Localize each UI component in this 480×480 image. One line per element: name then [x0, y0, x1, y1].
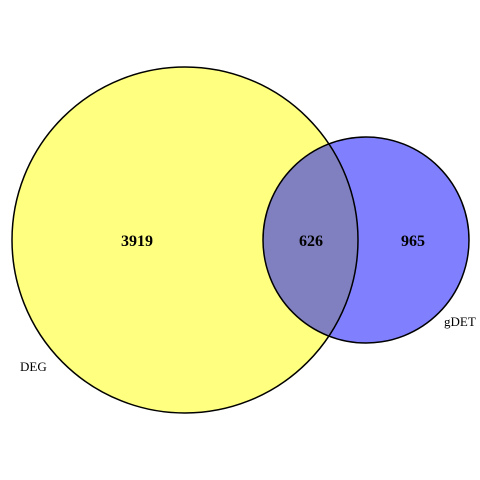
gdet-set-label: gDET — [444, 314, 476, 329]
gdet-only-count: 965 — [401, 233, 425, 250]
deg-set-label: DEG — [20, 359, 47, 374]
deg-circle — [12, 67, 358, 413]
deg-circle-outline — [11, 66, 359, 414]
deg-only-count: 3919 — [121, 233, 153, 250]
intersection-region — [263, 137, 358, 343]
gdet-circle-outline — [262, 136, 470, 344]
intersection-count: 626 — [299, 233, 323, 250]
